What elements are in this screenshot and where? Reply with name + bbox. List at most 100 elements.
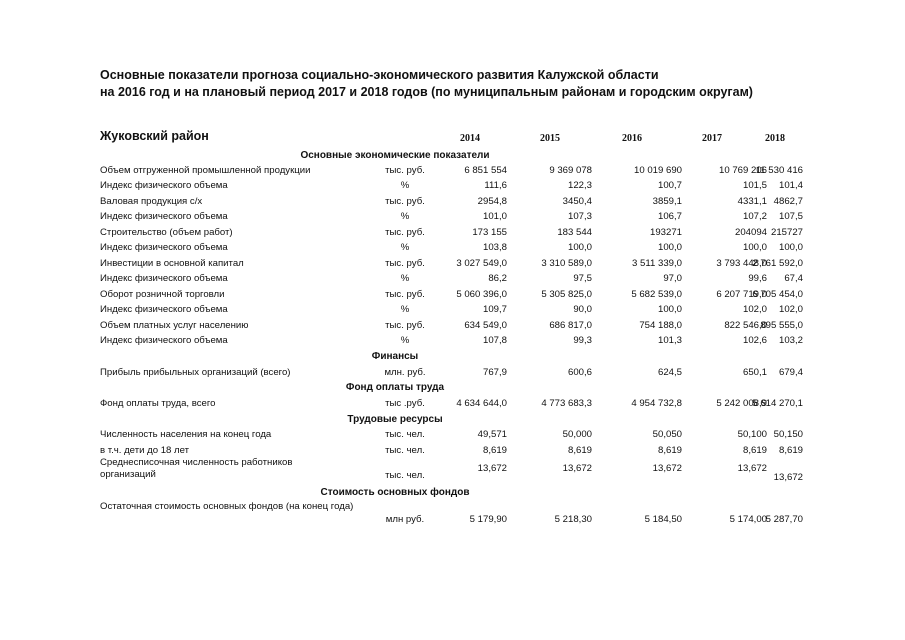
value-cell-2016: 3 511 339,0 [632,258,682,269]
value-cell-2014: 634 549,0 [464,320,507,331]
indicator-label: Объем платных услуг населению [100,320,249,331]
value-cell-2018: 5 287,70 [765,514,803,525]
value-cell-2015: 9 369 078 [549,165,592,176]
value-cell-2017: 8,619 [742,445,767,456]
value-cell-2015: 13,672 [562,463,592,474]
value-cell-2017: 99,6 [748,273,767,284]
value-cell-2018: 107,5 [778,211,803,222]
value-cell-2016: 10 019 690 [633,165,682,176]
unit-label: тыс. руб. [385,165,425,176]
value-cell-2017: 10 769 206 [718,165,767,176]
section-header: Фонд оплаты труда [345,382,445,393]
indicator-label: Валовая продукция с/х [100,196,203,207]
unit-label: тыс. руб. [385,320,425,331]
value-cell-2015: 5 305 825,0 [541,289,592,300]
unit-label: тыс. руб. [385,196,425,207]
value-cell-2016: 50,050 [652,429,682,440]
table-row: Объем отгруженной промышленной продукции… [0,165,905,179]
value-cell-2014: 5 060 396,0 [456,289,507,300]
indicator-label: Индекс физического объема [100,304,228,315]
value-cell-2016: 624,5 [657,367,682,378]
value-cell-2018: 895 555,0 [760,320,803,331]
table-row: Индекс физического объема% 107,8 99,3 101,3… [0,335,905,349]
value-cell-2018: 103,2 [778,335,803,346]
unit-label: тыс. руб. [385,227,425,238]
value-cell-2014: 103,8 [482,242,507,253]
value-cell-2014: 13,672 [477,463,507,474]
value-cell-2014: 6 851 554 [464,165,507,176]
value-cell-2018: 5 614 270,1 [752,398,803,409]
value-cell-2015: 97,5 [573,273,592,284]
value-cell-2017: 101,5 [742,180,767,191]
section-header: Трудовые ресурсы [347,414,443,425]
table-row: Оборот розничной торговли тыс. руб. 5 060 … [0,289,905,303]
table-row: Инвестиции в основной капитал тыс. руб. 3 … [0,258,905,272]
value-cell-2016: 97,0 [663,273,682,284]
value-cell-2015: 3 310 589,0 [541,258,592,269]
value-cell-2016: 13,672 [652,463,682,474]
value-cell-2016: 100,0 [657,304,682,315]
unit-label: тыс. руб. [385,258,425,269]
year-header: 2016 [622,133,642,144]
value-cell-2017: 100,0 [742,242,767,253]
value-cell-2018: 11 530 416 [755,165,803,176]
value-cell-2014: 4 634 644,0 [456,398,507,409]
table-row: Фонд оплаты труда, всего тыс .руб. 4 634 6… [0,398,905,412]
value-cell-2015: 50,000 [562,429,592,440]
value-cell-2014: 111,6 [484,180,507,191]
value-cell-2015: 100,0 [567,242,592,253]
value-cell-2017: 107,2 [742,211,767,222]
value-cell-2018: 101,4 [778,180,803,191]
unit-label: тыс .руб. [385,398,425,409]
document-title-line-1: Основные показатели прогноза социально-э… [100,68,659,82]
table-row: Строительство (объем работ) тыс. руб. 173 … [0,227,905,241]
value-cell-2018: 8,619 [778,445,803,456]
value-cell-2015: 90,0 [573,304,592,315]
value-cell-2016: 106,7 [657,211,682,222]
year-header: 2017 [702,133,722,144]
value-cell-2018: 679,4 [778,367,803,378]
indicator-label: Объем отгруженной промышленной продукции [100,165,311,176]
indicator-label: Среднесписочная численность работников о… [100,457,293,480]
value-cell-2018: 100,0 [778,242,803,253]
unit-label: % [400,273,410,284]
value-cell-2014: 49,571 [477,429,507,440]
unit-label: % [400,304,410,315]
value-cell-2015: 122,3 [567,180,592,191]
indicator-label: Численность населения на конец года [100,429,272,440]
unit-label: тыс. руб. [385,289,425,300]
value-cell-2015: 107,3 [567,211,592,222]
indicator-label: Фонд оплаты труда, всего [100,398,216,409]
value-cell-2016: 193271 [649,227,682,238]
table-row: Объем платных услуг населению тыс. руб. 63… [0,320,905,334]
value-cell-2018: 2 761 592,0 [752,258,803,269]
value-cell-2016: 3859,1 [652,196,682,207]
indicator-label: Строительство (объем работ) [100,227,233,238]
value-cell-2014: 767,9 [482,367,507,378]
unit-label: млн. руб. [384,367,426,378]
indicator-label: в т.ч. дети до 18 лет [100,445,190,456]
value-cell-2016: 754 188,0 [639,320,682,331]
indicator-label: Индекс физического объема [100,335,228,346]
value-cell-2018: 215727 [770,227,803,238]
value-cell-2015: 600,6 [567,367,592,378]
value-cell-2014: 8,619 [482,445,507,456]
unit-label: тыс. чел. [385,429,425,440]
value-cell-2014: 86,2 [488,273,507,284]
table-row: Индекс физического объема% 111,6 122,3 100,… [0,180,905,194]
indicator-label: Оборот розничной торговли [100,289,225,300]
value-cell-2018: 50,150 [773,429,803,440]
table-row: в т.ч. дети до 18 лет тыс. чел. 8,619 8,619… [0,445,905,459]
value-cell-2015: 4 773 683,3 [541,398,592,409]
value-cell-2015: 686 817,0 [549,320,592,331]
value-cell-2014: 5 179,90 [469,514,507,525]
document-title-line-2: на 2016 год и на плановый период 2017 и … [100,85,753,99]
table-row: Индекс физического объема% 109,7 90,0 100,0… [0,304,905,318]
unit-label: % [400,211,410,222]
value-cell-2016: 100,7 [657,180,682,191]
value-cell-2017: 102,0 [742,304,767,315]
value-cell-2018: 102,0 [778,304,803,315]
unit-label: тыс. чел. [385,445,425,456]
year-header: 2015 [540,133,560,144]
value-cell-2014: 107,8 [482,335,507,346]
